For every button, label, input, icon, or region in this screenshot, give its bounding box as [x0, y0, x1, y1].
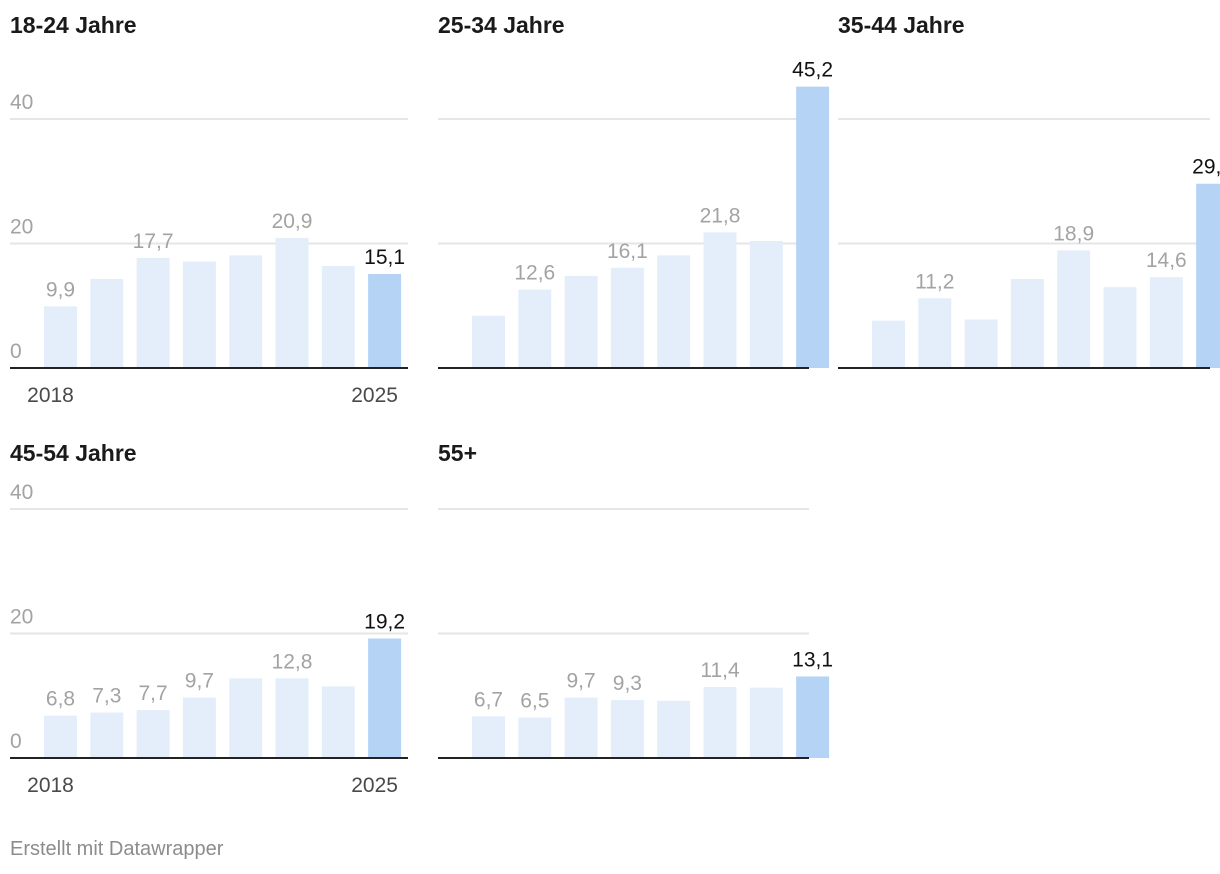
panel-title: 25-34 Jahre: [438, 12, 565, 38]
bar: [275, 678, 309, 758]
bar: [610, 700, 644, 758]
footer-credit: Erstellt mit Datawrapper: [10, 838, 224, 860]
bar: [1149, 277, 1183, 368]
data-label: 14,6: [1146, 249, 1187, 272]
x-tick-label: 2018: [27, 384, 74, 407]
data-label: 7,7: [138, 682, 167, 705]
data-label: 9,3: [613, 672, 642, 695]
bar: [472, 315, 505, 368]
bar: [1103, 287, 1137, 368]
bar: [703, 232, 737, 368]
bar: [90, 278, 124, 368]
bar: [749, 241, 783, 368]
bar: [182, 697, 216, 758]
panel-title: 35-44 Jahre: [838, 12, 965, 38]
data-label: 6,5: [520, 690, 549, 713]
bar: [1010, 278, 1044, 368]
data-label: 11,2: [915, 270, 954, 293]
bar: [182, 261, 216, 368]
data-label: 6,8: [46, 688, 75, 711]
data-label: 15,1: [364, 246, 405, 269]
data-label: 9,7: [566, 670, 595, 693]
panel-title: 18-24 Jahre: [10, 12, 137, 38]
data-label: 29,6: [1192, 156, 1220, 179]
bar: [90, 712, 124, 758]
y-tick-label: 20: [10, 216, 33, 239]
bar: [610, 267, 644, 368]
bar: [796, 676, 830, 758]
data-label: 11,4: [700, 659, 740, 682]
bar: [275, 237, 309, 368]
bar: [472, 716, 505, 758]
bar: [368, 274, 402, 368]
bar: [749, 687, 783, 758]
data-label: 21,8: [700, 204, 741, 227]
y-tick-label: 40: [10, 481, 33, 504]
bar: [229, 255, 263, 368]
bar: [703, 687, 737, 758]
bar: [229, 678, 263, 758]
bar: [964, 319, 998, 368]
bar: [518, 717, 552, 758]
bar: [657, 700, 691, 758]
data-label: 20,9: [272, 210, 313, 233]
y-tick-label: 0: [10, 730, 22, 753]
data-label: 7,3: [92, 685, 121, 708]
y-tick-label: 20: [10, 606, 33, 629]
bar: [321, 686, 355, 758]
y-tick-label: 0: [10, 340, 22, 363]
data-label: 9,7: [185, 670, 214, 693]
bar: [1196, 183, 1220, 368]
y-tick-label: 40: [10, 91, 33, 114]
bar: [796, 86, 830, 368]
bar: [518, 289, 552, 368]
panel-title: 45-54 Jahre: [10, 440, 137, 466]
data-label: 17,7: [133, 230, 174, 253]
bar: [564, 697, 598, 758]
bar: [872, 320, 905, 368]
bar: [564, 275, 598, 368]
data-label: 9,9: [46, 278, 75, 301]
x-tick-label: 2018: [27, 774, 74, 797]
data-label: 6,7: [474, 688, 503, 711]
bar: [368, 638, 402, 758]
data-label: 45,2: [792, 59, 833, 82]
bar: [918, 298, 952, 368]
x-tick-label: 2025: [351, 384, 398, 407]
panel-title: 55+: [438, 440, 477, 466]
bar: [1057, 250, 1091, 368]
bar: [136, 257, 170, 368]
data-label: 13,1: [792, 648, 833, 671]
bar: [321, 265, 355, 368]
data-label: 18,9: [1053, 222, 1094, 245]
bar: [44, 306, 77, 368]
bar: [44, 715, 77, 758]
bar: [136, 710, 170, 758]
data-label: 19,2: [364, 610, 405, 633]
data-label: 16,1: [607, 240, 648, 263]
x-tick-label: 2025: [351, 774, 398, 797]
data-label: 12,6: [514, 262, 555, 285]
bar: [657, 255, 691, 368]
data-label: 12,8: [272, 650, 313, 673]
